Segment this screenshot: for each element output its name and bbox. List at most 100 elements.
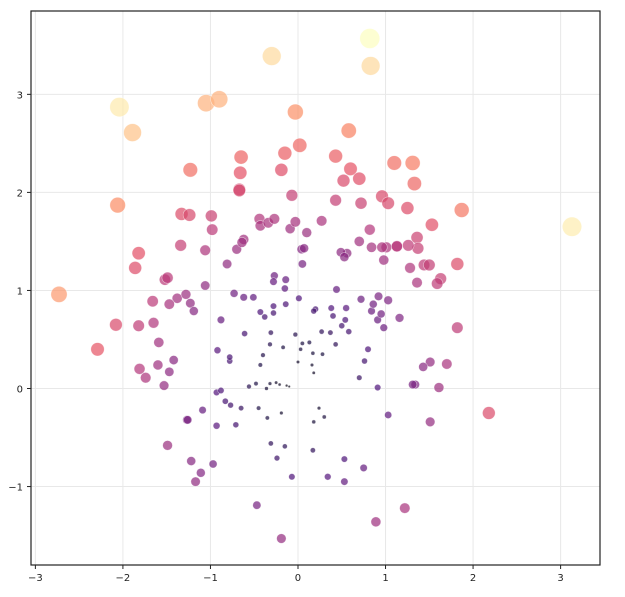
- scatter-point: [287, 384, 291, 389]
- scatter-point: [162, 440, 173, 451]
- scatter-point: [198, 406, 207, 415]
- scatter-point: [210, 90, 229, 109]
- scatter-point: [297, 259, 307, 269]
- scatter-point: [282, 443, 288, 450]
- scatter-point: [327, 329, 334, 336]
- scatter-point: [281, 275, 290, 284]
- scatter-point: [213, 346, 222, 355]
- scatter-point: [327, 304, 335, 312]
- scatter-point: [277, 382, 282, 387]
- x-tick-label: −3: [28, 573, 43, 584]
- scatter-point: [343, 161, 358, 176]
- scatter-point: [163, 298, 175, 310]
- scatter-point: [394, 313, 405, 323]
- scatter-point: [332, 341, 339, 348]
- scatter-point: [353, 236, 365, 247]
- scatter-point: [338, 322, 346, 330]
- scatter-point: [411, 277, 423, 289]
- scatter-point: [236, 237, 248, 248]
- scatter-point: [453, 202, 470, 218]
- scatter-point: [109, 197, 126, 214]
- scatter-point: [381, 196, 395, 210]
- scatter-point: [359, 28, 381, 49]
- scatter-point: [433, 382, 445, 393]
- scatter-point: [232, 183, 246, 197]
- data-points: [50, 28, 582, 544]
- scatter-point: [431, 277, 444, 290]
- scatter-point: [229, 289, 239, 298]
- scatter-point: [289, 216, 301, 228]
- scatter-point: [404, 262, 416, 274]
- scatter-point: [270, 302, 277, 310]
- scatter-point: [269, 277, 278, 286]
- scatter-point: [109, 97, 130, 118]
- scatter-point: [270, 309, 277, 317]
- scatter-point: [285, 189, 299, 202]
- x-tick-label: 3: [557, 573, 563, 584]
- scatter-point: [364, 345, 372, 353]
- scatter-point: [287, 103, 304, 121]
- scatter-point: [321, 414, 327, 420]
- scatter-point: [239, 293, 248, 302]
- scatter-point: [376, 309, 386, 319]
- scatter-point: [189, 306, 199, 316]
- scatter-point: [249, 293, 258, 302]
- scatter-point: [212, 421, 221, 430]
- scatter-point: [281, 284, 289, 293]
- scatter-point: [316, 406, 322, 411]
- scatter-point: [152, 359, 164, 371]
- scatter-point: [227, 401, 234, 409]
- scatter-point: [264, 415, 270, 421]
- scatter-point: [309, 362, 315, 367]
- scatter-point: [288, 473, 296, 481]
- scatter-point: [318, 328, 325, 335]
- x-tick-label: 2: [470, 573, 476, 584]
- scatter-point: [109, 318, 123, 332]
- scatter-point: [226, 353, 234, 361]
- scatter-point: [298, 346, 303, 352]
- scatter-point: [320, 351, 325, 357]
- scatter-point: [324, 473, 332, 481]
- scatter-point: [233, 165, 248, 180]
- y-tick-label: 1: [17, 286, 23, 297]
- scatter-point: [182, 208, 197, 222]
- scatter-point: [299, 243, 309, 254]
- scatter-point: [262, 46, 282, 66]
- scatter-point: [376, 241, 388, 253]
- scatter-point: [241, 330, 248, 337]
- scatter-point: [90, 342, 105, 357]
- scatter-point: [356, 295, 366, 304]
- scatter-point: [232, 421, 240, 429]
- scatter-point: [276, 533, 287, 544]
- scatter-point: [274, 163, 289, 177]
- scatter-point: [190, 476, 201, 487]
- scatter-point: [146, 295, 159, 308]
- scatter-point: [340, 122, 357, 139]
- scatter-point: [268, 213, 280, 225]
- scatter-point: [199, 244, 211, 256]
- scatter-point: [310, 350, 316, 356]
- scatter-point: [158, 380, 170, 391]
- scatter-point: [267, 440, 274, 447]
- scatter-point: [364, 223, 376, 236]
- scatter-point: [174, 239, 187, 252]
- scatter-point: [133, 363, 146, 375]
- scatter-point: [123, 123, 142, 142]
- scatter-point: [221, 397, 229, 405]
- scatter-point: [222, 258, 233, 269]
- x-tick-label: −2: [116, 573, 131, 584]
- scatter-point: [384, 411, 393, 419]
- scatter-point: [386, 155, 402, 171]
- scatter-point: [370, 516, 382, 528]
- scatter-point: [200, 280, 211, 291]
- scatter-point: [342, 304, 350, 312]
- scatter-point: [256, 308, 264, 316]
- scatter-point: [264, 386, 269, 391]
- scatter-point: [132, 319, 145, 332]
- scatter-point: [352, 171, 367, 186]
- scatter-point: [277, 145, 293, 161]
- scatter-point: [391, 240, 403, 253]
- scatter-point: [339, 252, 350, 262]
- scatter-point: [450, 257, 465, 271]
